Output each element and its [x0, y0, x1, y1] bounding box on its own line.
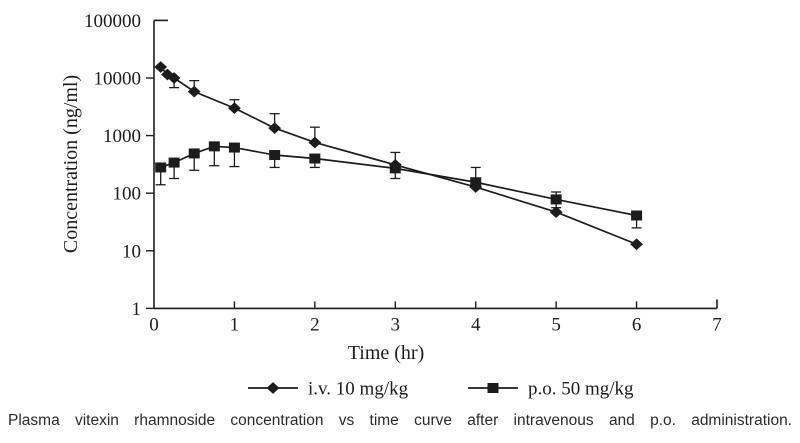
x-tick-label: 3 [391, 314, 401, 335]
data-point-marker [268, 122, 282, 134]
legend-diamond-marker [266, 382, 280, 394]
data-point-marker [208, 141, 220, 152]
legend-label: i.v. 10 mg/kg [308, 379, 409, 400]
data-point-marker [188, 148, 200, 159]
legend-square-marker [487, 383, 499, 393]
legend-label: p.o. 50 mg/kg [528, 379, 634, 400]
y-tick-label: 10 [122, 241, 141, 262]
series-line-iv [160, 66, 637, 246]
legend: i.v. 10 mg/kg p.o. 50 mg/kg [248, 379, 634, 400]
y-axis-title: Concentration (ng/ml) [60, 75, 82, 253]
x-tick-label: 0 [149, 314, 159, 335]
y-tick-label: 100 [113, 184, 142, 205]
data-point-marker [269, 150, 281, 161]
x-tick-label: 4 [471, 314, 481, 335]
error-bars [155, 78, 642, 229]
data-point-marker [550, 194, 562, 205]
x-tick-label: 6 [632, 314, 642, 335]
data-point-marker [154, 61, 168, 73]
data-point-marker [631, 210, 643, 221]
figure-caption: Plasma vitexin rhamnoside concentration … [8, 412, 792, 429]
y-tick-label: 1 [132, 299, 142, 320]
data-point-marker [228, 142, 240, 153]
legend-item: p.o. 50 mg/kg [468, 379, 634, 400]
data-series [154, 61, 643, 251]
data-point-marker [549, 206, 563, 218]
data-point-marker [187, 85, 201, 98]
data-point-marker [228, 102, 241, 115]
y-tick-label: 10000 [94, 69, 142, 90]
data-point-marker [167, 72, 181, 84]
data-point-marker [470, 177, 482, 188]
x-tick-label: 7 [712, 314, 722, 335]
x-tick-label: 5 [551, 314, 561, 335]
legend-item: i.v. 10 mg/kg [248, 379, 409, 400]
x-tick-label: 2 [310, 314, 320, 335]
data-point-marker [309, 153, 321, 164]
data-point-marker [389, 163, 401, 174]
series-line-po [160, 145, 637, 217]
axis-ticks [146, 77, 638, 310]
data-point-marker [308, 136, 322, 149]
y-tick-label: 1000 [103, 126, 141, 147]
x-tick-label: 1 [230, 314, 240, 335]
data-point-marker [630, 238, 643, 251]
data-point-marker [168, 157, 180, 168]
y-tick-label: 100000 [84, 11, 141, 32]
data-point-marker [155, 162, 167, 173]
data-point-marker [161, 68, 174, 81]
x-axis-title: Time (hr) [348, 342, 424, 364]
axes [153, 19, 718, 310]
